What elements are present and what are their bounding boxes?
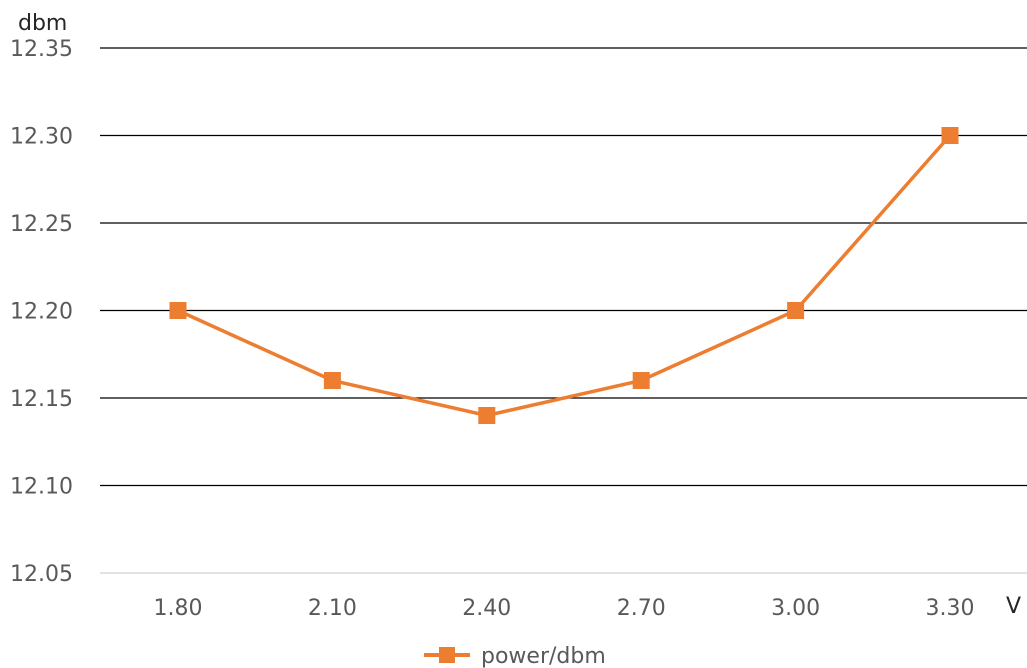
data-point-marker — [169, 302, 187, 319]
y-axis-title: dbm — [18, 11, 67, 36]
legend-label: power/dbm — [481, 644, 606, 668]
data-point-marker — [632, 372, 650, 389]
y-tick-label: 12.15 — [10, 387, 73, 412]
data-point-marker — [478, 407, 496, 424]
x-tick-label: 3.30 — [926, 596, 975, 621]
y-tick-label: 12.25 — [10, 212, 73, 237]
y-tick-label: 12.20 — [10, 300, 73, 325]
x-tick-label: 3.00 — [771, 596, 820, 621]
x-tick-label: 1.80 — [154, 596, 203, 621]
y-tick-label: 12.05 — [10, 562, 73, 587]
y-tick-label: 12.35 — [10, 37, 73, 62]
data-point-marker — [787, 302, 805, 319]
x-tick-label: 2.70 — [617, 596, 666, 621]
x-tick-labels: 1.80 2.10 2.40 2.70 3.00 3.30 — [154, 596, 975, 621]
series-line — [177, 134, 952, 418]
y-tick-label: 12.30 — [10, 125, 73, 150]
y-tick-labels: 12.05 12.10 12.15 12.20 12.25 12.30 12.35 — [10, 37, 73, 587]
x-axis-title: V — [1006, 594, 1021, 619]
y-tick-label: 12.10 — [10, 475, 73, 500]
legend: power/dbm — [424, 644, 606, 668]
legend-square-marker-icon — [439, 647, 455, 663]
data-point-marker — [323, 372, 341, 389]
x-tick-label: 2.40 — [462, 596, 511, 621]
data-point-marker — [941, 127, 959, 144]
x-tick-label: 2.10 — [308, 596, 357, 621]
series-layer — [169, 127, 959, 424]
gridlines — [100, 47, 1027, 574]
